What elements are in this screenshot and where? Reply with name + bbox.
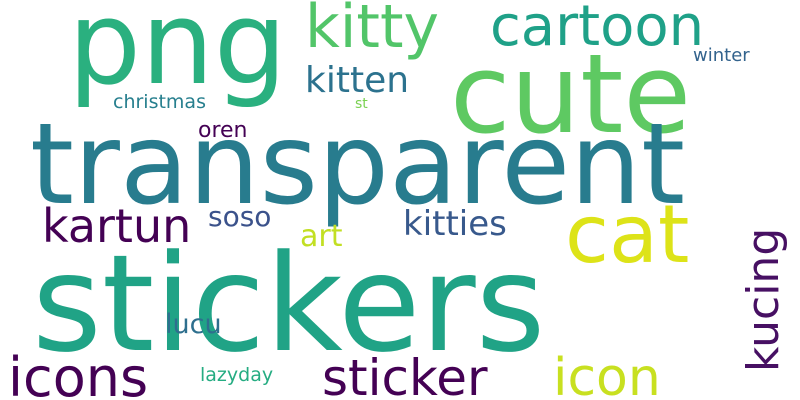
word-kartun: kartun [42,199,191,253]
word-icon: icon [553,348,661,400]
word-icons: icons [8,346,148,400]
word-art: art [300,219,343,254]
word-st: st [355,96,368,112]
word-cartoon: cartoon [490,0,704,59]
word-kitties: kitties [403,204,507,244]
word-lucu: lucu [165,309,222,340]
word-transparent: transparent [30,100,685,230]
word-cat: cat [565,188,689,281]
word-kucing: kucing [738,228,789,372]
word-png: png [68,0,287,111]
word-kitten: kitten [305,60,409,101]
word-cute: cute [450,30,691,158]
word-christmas: christmas [113,91,206,113]
word-oren: oren [198,118,248,143]
word-sticker: sticker [322,349,488,400]
word-soso: soso [208,200,271,233]
word-kitty: kitty [305,0,439,62]
word-winter: winter [693,45,750,66]
word-stickers: stickers [32,226,545,382]
word-lazyday: lazyday [200,364,273,386]
